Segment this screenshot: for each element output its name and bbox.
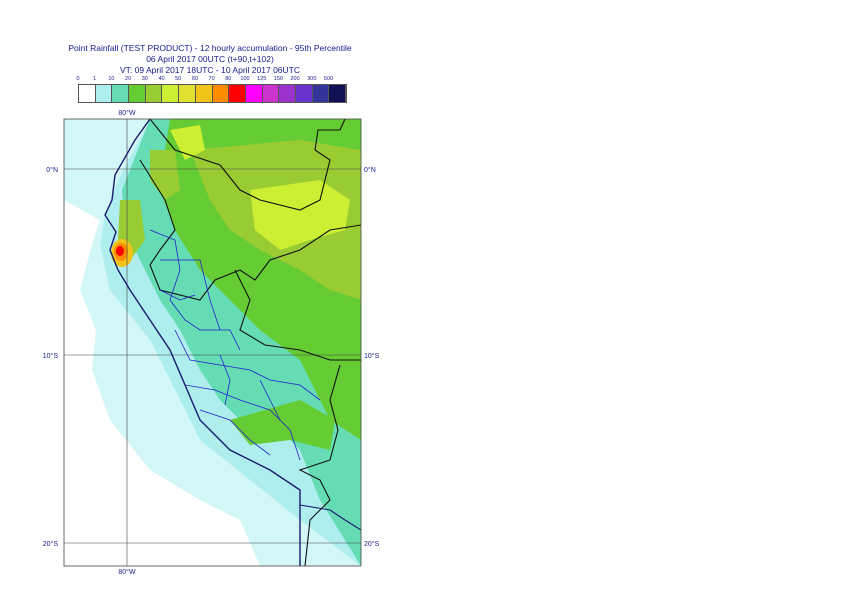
lat-label-right-20s: 20°S [364,540,380,548]
legend-label: 50 [175,76,182,82]
legend-label: 60 [191,76,198,82]
lon-label-top: 80°W [118,109,136,117]
legend-label: 10 [108,76,115,82]
legend-label: 30 [141,76,148,82]
legend-swatch [295,85,313,102]
legend-swatch [162,85,180,102]
legend-label: 125 [257,76,267,82]
legend-swatch [129,85,146,102]
lat-label-left-20s: 20°S [43,540,59,548]
legend-label: 500 [323,76,334,82]
legend-swatch [262,85,280,102]
lat-label-left-10s: 10°S [43,352,59,360]
lat-label-right-0: 0°N [364,166,376,174]
legend-swatch [279,85,296,102]
legend-swatch [312,85,330,102]
legend-label: 0 [76,76,80,82]
legend-label: 20 [125,76,132,82]
legend-label: 100 [240,76,250,82]
legend-label: 40 [158,76,165,82]
rainfall-field [64,119,361,566]
legend-swatch [145,85,163,102]
legend-swatch [195,85,213,102]
legend-label: 150 [273,76,283,82]
title-line-2: 06 April 2017 00UTC (t+90,t+102) [146,54,274,64]
graticule [64,119,361,566]
lat-label-right-10s: 10°S [364,352,380,360]
legend-label: 300 [307,76,317,82]
legend-swatch [245,85,263,102]
legend-swatch [95,85,113,102]
title-line-1: Point Rainfall (TEST PRODUCT) - 12 hourl… [68,43,352,53]
legend-color-bar [78,84,347,103]
lon-label-bottom: 80°W [118,568,136,576]
legend-swatch [112,85,130,102]
legend-swatch [329,85,346,102]
legend-swatch [212,85,230,102]
map-frame [63,118,362,567]
legend-swatch [229,85,246,102]
legend-labels: 0 1 10 20 30 40 50 60 70 80 100 125 150 200 300 500 [0,76,420,85]
coastline [104,119,361,566]
lat-label-left-0: 0°N [46,166,58,174]
legend-swatch [179,85,196,102]
legend-swatch [79,85,96,102]
legend-label: 1 [93,76,97,82]
title-line-3: VT: 09 April 2017 18UTC - 10 April 2017 … [119,65,300,75]
admin-boundaries [149,229,321,461]
legend-label: 200 [290,76,300,82]
legend-label: 80 [225,76,232,82]
legend-label: 70 [208,76,215,82]
